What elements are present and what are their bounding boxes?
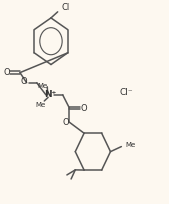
- Text: Cl: Cl: [62, 3, 70, 12]
- Text: Me: Me: [37, 83, 47, 89]
- Text: O: O: [62, 118, 69, 127]
- Text: O: O: [80, 104, 87, 113]
- Text: Me: Me: [125, 142, 135, 148]
- Text: N⁺: N⁺: [44, 90, 56, 99]
- Text: Me: Me: [35, 102, 45, 108]
- Text: O: O: [20, 77, 27, 86]
- Text: O: O: [3, 68, 10, 77]
- Text: Cl⁻: Cl⁻: [120, 88, 133, 97]
